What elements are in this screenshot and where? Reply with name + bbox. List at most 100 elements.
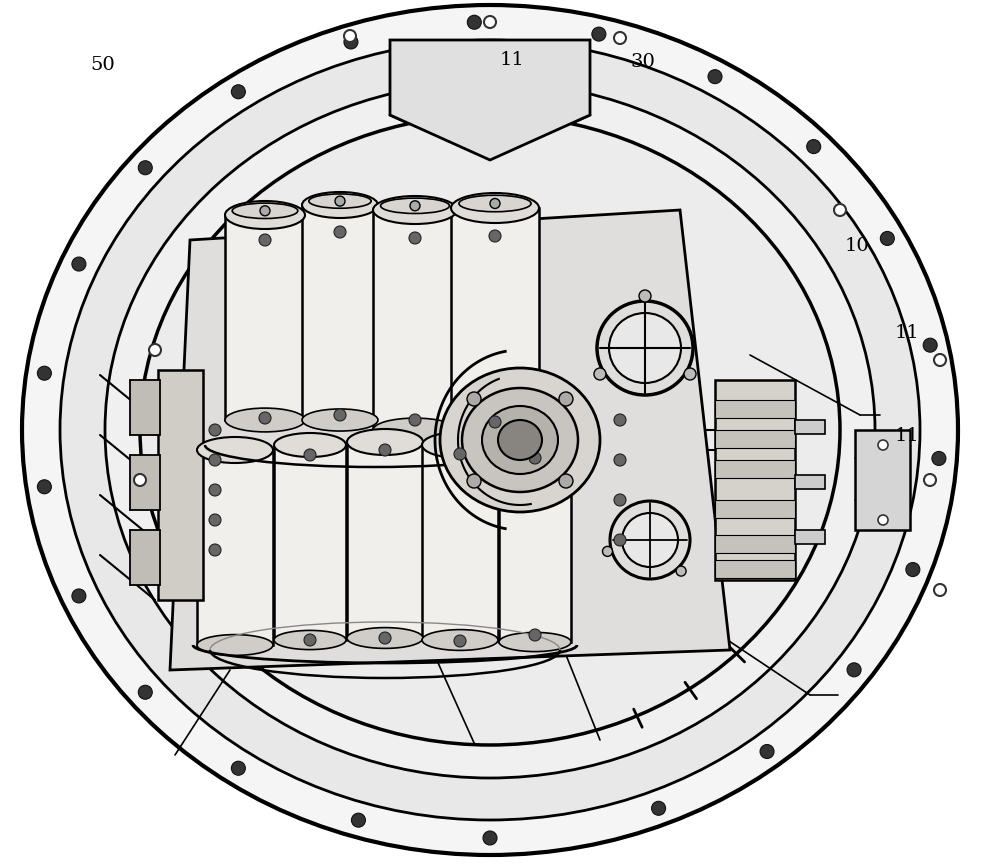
Circle shape bbox=[138, 685, 152, 699]
Circle shape bbox=[906, 562, 920, 576]
Bar bbox=[274, 445, 346, 640]
Circle shape bbox=[489, 230, 501, 242]
Bar bbox=[347, 442, 423, 638]
Circle shape bbox=[934, 354, 946, 366]
Circle shape bbox=[676, 566, 686, 576]
Bar bbox=[715, 500, 795, 518]
Circle shape bbox=[878, 515, 888, 525]
Circle shape bbox=[614, 534, 626, 546]
Bar bbox=[130, 455, 160, 510]
Ellipse shape bbox=[60, 40, 920, 820]
Ellipse shape bbox=[373, 196, 457, 224]
Circle shape bbox=[37, 480, 51, 494]
Circle shape bbox=[467, 392, 481, 406]
Text: 11: 11 bbox=[895, 324, 920, 341]
Circle shape bbox=[614, 32, 626, 44]
Circle shape bbox=[878, 440, 888, 450]
Circle shape bbox=[529, 629, 541, 641]
Circle shape bbox=[334, 226, 346, 238]
Polygon shape bbox=[170, 210, 730, 670]
Ellipse shape bbox=[499, 632, 571, 651]
Circle shape bbox=[614, 494, 626, 506]
Ellipse shape bbox=[22, 5, 958, 855]
Bar bbox=[422, 445, 498, 640]
Circle shape bbox=[304, 449, 316, 461]
Ellipse shape bbox=[347, 429, 423, 455]
Circle shape bbox=[209, 544, 221, 556]
Circle shape bbox=[684, 368, 696, 380]
Circle shape bbox=[351, 813, 365, 827]
Text: 50: 50 bbox=[90, 56, 115, 73]
Circle shape bbox=[592, 27, 606, 41]
Circle shape bbox=[639, 290, 651, 302]
Ellipse shape bbox=[274, 631, 346, 650]
Circle shape bbox=[847, 663, 861, 677]
Circle shape bbox=[72, 257, 86, 271]
Circle shape bbox=[260, 206, 270, 216]
Circle shape bbox=[484, 16, 496, 28]
Circle shape bbox=[379, 632, 391, 644]
Bar bbox=[715, 430, 795, 448]
Circle shape bbox=[209, 424, 221, 436]
Circle shape bbox=[209, 514, 221, 526]
Circle shape bbox=[559, 474, 573, 488]
Ellipse shape bbox=[422, 432, 498, 458]
Ellipse shape bbox=[459, 195, 531, 212]
Circle shape bbox=[335, 196, 345, 206]
Ellipse shape bbox=[622, 513, 678, 567]
Bar bbox=[715, 560, 795, 578]
Circle shape bbox=[149, 344, 161, 356]
Circle shape bbox=[924, 474, 936, 486]
Text: 10: 10 bbox=[845, 238, 870, 255]
Bar bbox=[499, 448, 571, 642]
Circle shape bbox=[923, 338, 937, 353]
Ellipse shape bbox=[197, 634, 273, 656]
Circle shape bbox=[454, 448, 466, 460]
Circle shape bbox=[467, 16, 481, 29]
Circle shape bbox=[409, 414, 421, 426]
Ellipse shape bbox=[225, 408, 305, 432]
Bar bbox=[302, 205, 378, 420]
Circle shape bbox=[934, 584, 946, 596]
Ellipse shape bbox=[140, 115, 840, 745]
Circle shape bbox=[489, 416, 501, 428]
Bar bbox=[373, 210, 457, 430]
Bar bbox=[715, 460, 795, 478]
Circle shape bbox=[807, 140, 821, 154]
Circle shape bbox=[602, 546, 612, 556]
Ellipse shape bbox=[451, 193, 539, 223]
Circle shape bbox=[410, 200, 420, 211]
Ellipse shape bbox=[451, 416, 539, 441]
Bar bbox=[130, 380, 160, 435]
Circle shape bbox=[760, 745, 774, 759]
Ellipse shape bbox=[440, 368, 600, 512]
Ellipse shape bbox=[274, 433, 346, 457]
Ellipse shape bbox=[232, 203, 298, 219]
Ellipse shape bbox=[499, 436, 571, 460]
Ellipse shape bbox=[609, 313, 681, 383]
Circle shape bbox=[880, 232, 894, 245]
Circle shape bbox=[134, 474, 146, 486]
Circle shape bbox=[409, 232, 421, 244]
Bar bbox=[855, 430, 910, 530]
Circle shape bbox=[72, 589, 86, 603]
Circle shape bbox=[559, 392, 573, 406]
Ellipse shape bbox=[498, 420, 542, 460]
Circle shape bbox=[379, 444, 391, 456]
Circle shape bbox=[304, 634, 316, 646]
Text: 30: 30 bbox=[630, 54, 655, 71]
Circle shape bbox=[138, 161, 152, 175]
Circle shape bbox=[490, 199, 500, 208]
Circle shape bbox=[652, 801, 666, 816]
Bar bbox=[715, 535, 795, 553]
Bar bbox=[197, 450, 273, 645]
Circle shape bbox=[614, 454, 626, 466]
Bar bbox=[451, 208, 539, 428]
Circle shape bbox=[614, 414, 626, 426]
Circle shape bbox=[209, 484, 221, 496]
Circle shape bbox=[467, 474, 481, 488]
Ellipse shape bbox=[225, 201, 305, 229]
Circle shape bbox=[231, 85, 245, 98]
Ellipse shape bbox=[302, 409, 378, 431]
Ellipse shape bbox=[381, 198, 449, 213]
